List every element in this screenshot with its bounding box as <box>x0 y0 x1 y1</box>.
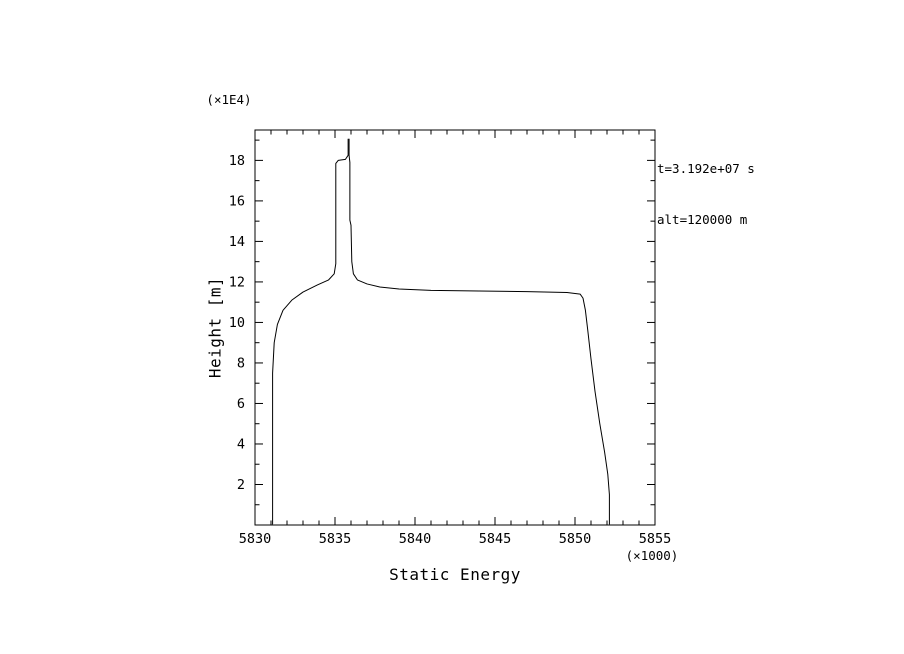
series-static-energy-profile-right <box>348 138 610 525</box>
y-tick-label: 6 <box>237 396 245 412</box>
annotation-time: t=3.192e+07 s <box>657 161 755 176</box>
y-tick-label: 16 <box>229 193 245 209</box>
x-tick-label: 5830 <box>239 531 272 547</box>
x-tick-label: 5840 <box>399 531 432 547</box>
y-axis-title: Height [m] <box>205 276 225 379</box>
axes-frame <box>254 129 656 526</box>
y-tick-label: 2 <box>237 477 245 493</box>
y-tick-label: 12 <box>229 274 245 290</box>
y-tick-label: 10 <box>229 315 245 331</box>
series-static-energy-profile-left <box>272 138 349 525</box>
x-tick-label: 5835 <box>319 531 352 547</box>
y-tick-label: 4 <box>237 436 245 452</box>
y-tick-label: 8 <box>237 355 245 371</box>
x-axis-scale-label: (×1000) <box>625 548 679 563</box>
x-axis-title: Static Energy <box>389 565 521 584</box>
x-tick-label: 5855 <box>639 531 672 547</box>
x-tick-label: 5845 <box>479 531 512 547</box>
y-tick-label: 14 <box>229 234 245 250</box>
annotation-block: t=3.192e+07 s alt=120000 m <box>657 126 755 262</box>
y-tick-label: 18 <box>229 153 245 169</box>
y-axis-scale-label: (×1E4) <box>206 92 252 107</box>
x-tick-label: 5850 <box>559 531 592 547</box>
annotation-altitude: alt=120000 m <box>657 212 748 227</box>
